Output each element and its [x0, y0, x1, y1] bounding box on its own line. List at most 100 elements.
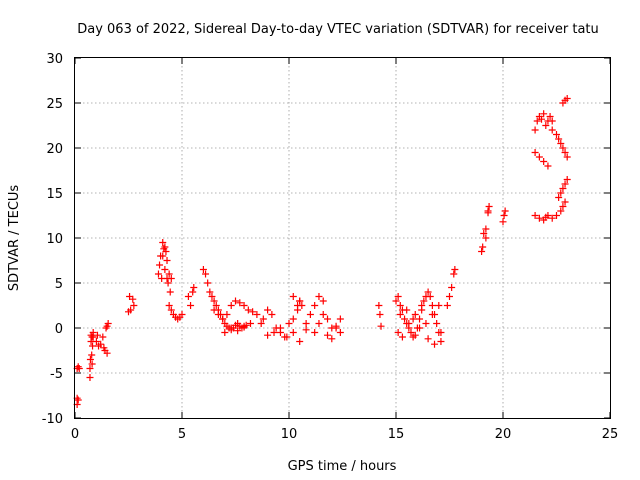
- y-tick-label: 25: [46, 97, 63, 112]
- data-point: [424, 288, 432, 296]
- data-point: [482, 234, 490, 242]
- data-point: [546, 113, 554, 120]
- data-point: [74, 396, 82, 404]
- data-point: [563, 176, 571, 183]
- x-tick-label: 5: [178, 427, 186, 442]
- data-point: [561, 198, 569, 206]
- data-point: [433, 320, 441, 327]
- data-point: [555, 135, 563, 143]
- data-point: [311, 329, 319, 336]
- data-point: [557, 140, 565, 147]
- y-tick-label: 30: [46, 52, 63, 67]
- data-point: [324, 315, 332, 323]
- data-point: [156, 261, 164, 269]
- data-point: [450, 270, 458, 278]
- data-point: [418, 302, 426, 309]
- data-point: [435, 302, 443, 309]
- data-point: [204, 279, 212, 287]
- data-point: [416, 324, 424, 332]
- data-point: [480, 230, 488, 237]
- x-tick-label: 25: [602, 427, 619, 442]
- data-point: [298, 302, 306, 309]
- x-tick-label: 15: [388, 427, 405, 442]
- data-point: [484, 207, 492, 215]
- data-point: [531, 126, 539, 134]
- chart-title: Day 063 of 2022, Sidereal Day-to-day VTE…: [77, 22, 599, 37]
- data-point: [394, 329, 402, 336]
- data-point: [236, 299, 244, 307]
- data-point: [332, 322, 340, 330]
- data-point: [553, 212, 560, 219]
- data-point: [97, 340, 105, 348]
- data-point: [319, 297, 327, 305]
- x-axis-ticks: 0 5 10 15 20 25: [71, 58, 618, 442]
- y-axis-label: SDTVAR / TECUs: [7, 185, 22, 292]
- data-point: [540, 158, 548, 165]
- data-point: [240, 302, 248, 309]
- data-point: [540, 110, 548, 118]
- data-point: [214, 311, 222, 318]
- data-point: [89, 329, 97, 336]
- data-point: [246, 320, 254, 327]
- data-point: [249, 308, 257, 316]
- data-point: [154, 270, 162, 278]
- data-point: [208, 293, 216, 300]
- data-point: [227, 324, 235, 332]
- data-point: [75, 365, 83, 372]
- data-point: [283, 333, 291, 341]
- data-point: [324, 331, 332, 339]
- data-point: [289, 293, 297, 300]
- data-point: [401, 315, 409, 323]
- data-point: [219, 315, 227, 323]
- data-point: [559, 144, 567, 152]
- data-points: [73, 95, 571, 408]
- data-point: [212, 302, 220, 309]
- data-point: [403, 306, 411, 314]
- data-point: [319, 311, 327, 318]
- data-point: [557, 189, 565, 197]
- data-point: [234, 327, 242, 335]
- data-point: [210, 297, 218, 305]
- data-point: [240, 322, 248, 330]
- data-point: [167, 306, 175, 314]
- data-point: [164, 279, 172, 287]
- data-point: [405, 320, 413, 327]
- data-point: [264, 331, 272, 339]
- data-point: [535, 214, 543, 222]
- data-point: [223, 311, 231, 318]
- y-tick-label: -5: [50, 367, 63, 382]
- data-point: [544, 162, 552, 170]
- data-point: [398, 333, 406, 341]
- x-tick-label: 10: [281, 427, 298, 442]
- data-point: [446, 293, 453, 300]
- x-tick-label: 20: [495, 427, 512, 442]
- data-point: [187, 302, 195, 309]
- data-point: [257, 320, 265, 327]
- data-point: [485, 203, 493, 210]
- data-point: [396, 302, 404, 309]
- data-point: [296, 338, 304, 345]
- y-tick-label: 20: [46, 142, 63, 157]
- data-point: [531, 212, 539, 219]
- data-point: [426, 293, 434, 300]
- data-point: [431, 340, 439, 348]
- data-point: [542, 122, 550, 129]
- data-point: [86, 374, 94, 381]
- data-point: [428, 311, 436, 318]
- data-point: [559, 185, 567, 192]
- data-point: [416, 315, 424, 323]
- data-point: [184, 293, 192, 300]
- data-point: [276, 324, 284, 332]
- data-point: [500, 212, 508, 219]
- data-point: [127, 306, 135, 314]
- data-point: [501, 207, 509, 215]
- data-point: [202, 270, 210, 278]
- data-point: [103, 322, 111, 330]
- data-point: [538, 115, 546, 123]
- data-point: [161, 266, 169, 273]
- data-point: [424, 335, 432, 343]
- data-point: [259, 315, 267, 323]
- data-point: [411, 331, 419, 339]
- data-point: [561, 149, 569, 156]
- y-tick-label: -10: [42, 412, 63, 427]
